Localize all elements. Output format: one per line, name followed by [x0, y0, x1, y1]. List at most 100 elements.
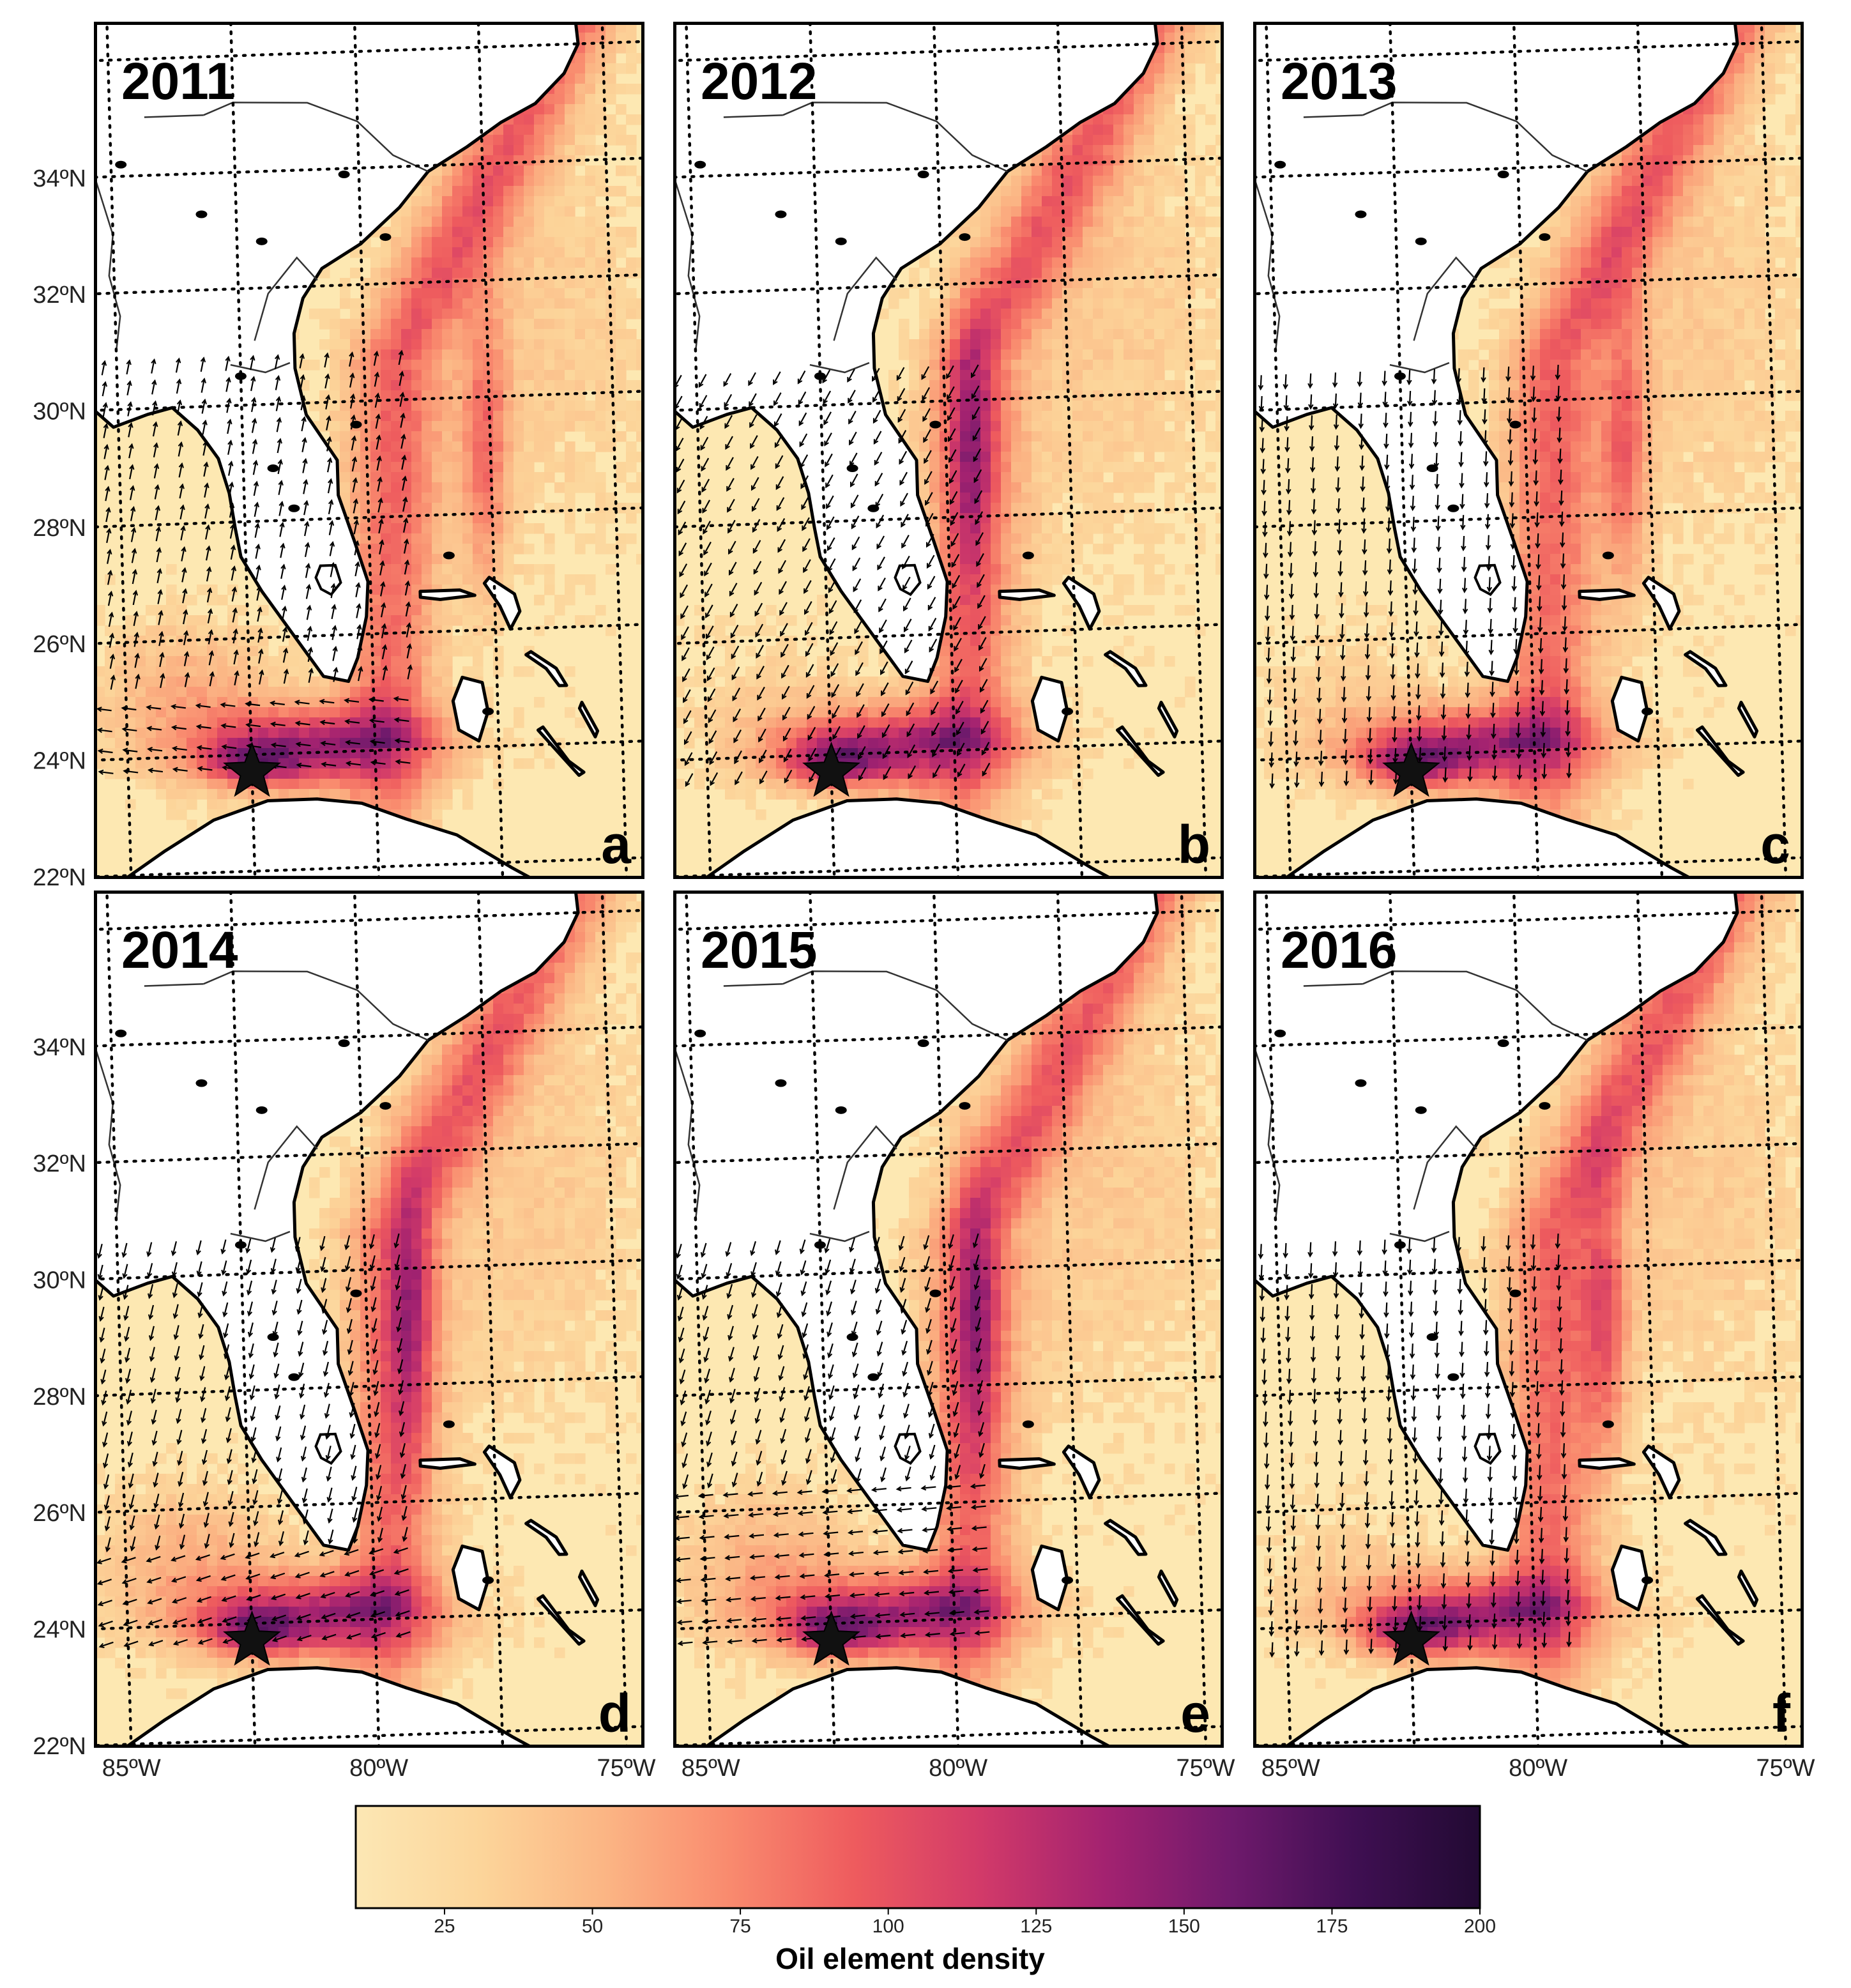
colorbar-tick-200: 200 — [1464, 1916, 1496, 1937]
state-border — [674, 173, 701, 352]
state-border — [1362, 102, 1588, 172]
release-site-star — [802, 1610, 860, 1666]
lon-label-85-col3: 85ºW — [1261, 1755, 1320, 1782]
small-island — [917, 170, 929, 178]
panel-letter: f — [1772, 1683, 1791, 1743]
state-border — [1413, 1125, 1477, 1210]
state-border — [1389, 362, 1450, 374]
map-panel-2012: 2012 b — [673, 22, 1224, 879]
small-island — [1642, 707, 1654, 715]
small-island — [929, 1289, 941, 1297]
small-island — [1497, 1039, 1509, 1047]
small-island — [959, 233, 971, 241]
small-island — [1394, 1241, 1406, 1249]
panel-letter: d — [598, 1683, 631, 1743]
lon-label-85-col2: 85ºW — [682, 1755, 740, 1782]
small-island — [1602, 551, 1614, 560]
state-border — [95, 173, 121, 352]
small-island — [234, 1241, 247, 1249]
year-label: 2016 — [1281, 921, 1397, 979]
lat-label-28: 28ºN — [33, 515, 86, 542]
lake-okeechobee — [1474, 563, 1502, 597]
small-island — [846, 1333, 858, 1342]
panel-frame — [94, 891, 644, 1748]
lake-okeechobee — [894, 563, 922, 597]
wind-vectors — [1258, 1234, 1572, 1658]
small-island — [288, 1373, 300, 1381]
state-border — [809, 362, 870, 374]
small-island — [1539, 233, 1551, 241]
lat-label-22: 22ºN — [33, 1733, 86, 1760]
small-island — [115, 1029, 127, 1037]
small-island — [929, 420, 941, 429]
state-border — [1303, 114, 1363, 118]
small-island — [195, 1079, 208, 1087]
small-island — [234, 372, 247, 380]
state-border — [809, 1230, 870, 1242]
bahamas-island — [1578, 1457, 1636, 1470]
small-island — [350, 1289, 362, 1297]
small-island — [1062, 1576, 1074, 1584]
panel-frame — [1253, 22, 1804, 879]
state-border — [782, 970, 1008, 1041]
bahamas-island — [1157, 700, 1179, 738]
small-island — [1274, 1029, 1286, 1037]
lon-label-75-col1: 75ºW — [597, 1755, 655, 1782]
wind-vectors — [96, 349, 413, 775]
panel-letter: e — [1180, 1683, 1210, 1743]
state-border — [723, 983, 783, 987]
release-site-star — [223, 741, 281, 797]
small-island — [482, 1576, 494, 1584]
map-panels: 2011 a 2012 b 2013 c 2014 d 2015 e 2016 f — [94, 22, 1804, 1748]
small-island — [1394, 372, 1406, 380]
small-island — [1274, 160, 1286, 169]
bahamas-island — [524, 1518, 568, 1556]
graticule — [95, 891, 644, 1747]
bahamas-island — [418, 588, 476, 601]
us-coastline — [674, 891, 1159, 1552]
year-label: 2011 — [121, 52, 235, 111]
bahamas-island — [1157, 1569, 1179, 1607]
small-island — [267, 1333, 279, 1342]
small-island — [835, 1106, 847, 1114]
small-island — [1447, 1373, 1459, 1381]
longitude-axis: 85ºW 80ºW 75ºW 85ºW 80ºW 75ºW 85ºW 80ºW … — [102, 1755, 1815, 1782]
latitude-axis: 34ºN 32ºN 30ºN 28ºN 26ºN 24ºN 22ºN 34ºN … — [33, 165, 86, 1760]
lat-label-28: 28ºN — [33, 1384, 86, 1411]
small-island — [338, 170, 350, 178]
lake-okeechobee — [1474, 1432, 1502, 1465]
bahamas-island — [1737, 700, 1759, 738]
land — [674, 22, 1179, 878]
land — [674, 891, 1179, 1747]
bahamas-island — [577, 700, 600, 738]
small-island — [775, 1079, 787, 1087]
graticule — [95, 22, 644, 878]
cuba-coastline — [702, 797, 1115, 878]
small-island — [443, 1420, 455, 1428]
small-island — [867, 1373, 880, 1381]
panel-frame — [673, 22, 1224, 879]
land — [95, 891, 600, 1747]
land — [1254, 891, 1759, 1747]
state-border — [230, 1230, 291, 1242]
bahamas-island — [451, 675, 490, 743]
cuba-coastline — [1282, 1666, 1695, 1747]
release-site-star — [802, 741, 860, 797]
map-panel-2015: 2015 e — [673, 891, 1224, 1748]
small-island — [775, 210, 787, 218]
us-coastline — [95, 891, 580, 1552]
map-panel-2011: 2011 a — [94, 22, 644, 879]
state-border — [1254, 1042, 1281, 1221]
lat-label-32: 32ºN — [33, 282, 86, 309]
map-panel-2016: 2016 f — [1253, 891, 1804, 1748]
colorbar-label: Oil element density — [775, 1942, 1045, 1975]
state-border — [230, 362, 291, 374]
state-border — [95, 1042, 121, 1221]
small-island — [1415, 1106, 1427, 1114]
state-border — [203, 102, 429, 172]
small-island — [255, 237, 268, 245]
colorbar-bar — [354, 1805, 1481, 1909]
colorbar: 25 50 75 100 125 150 175 200 Oil element… — [354, 1805, 1496, 1975]
small-island — [1642, 1576, 1654, 1584]
small-island — [1509, 1289, 1521, 1297]
